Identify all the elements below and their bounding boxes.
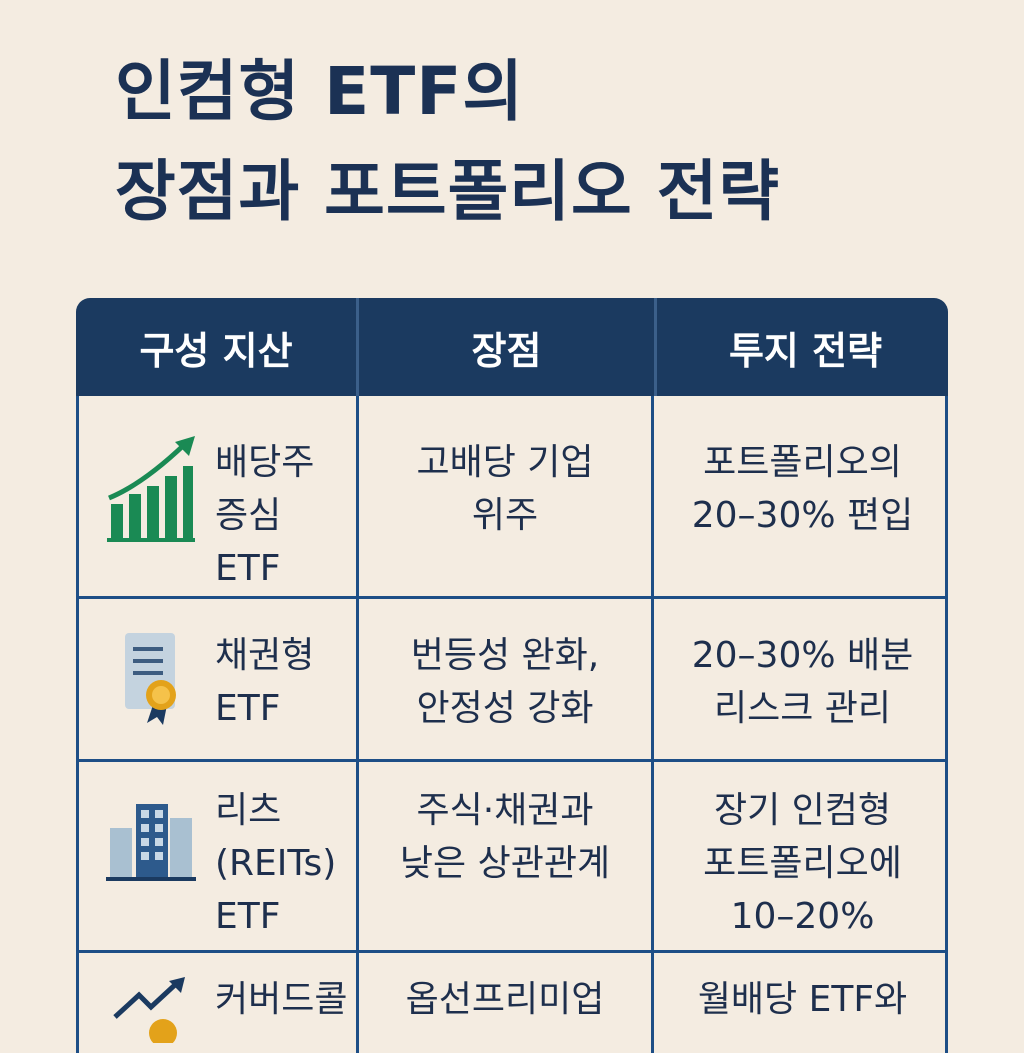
- etf-strategy-table: 구성 지산 장점 투지 전략 배당주 증심 ETF 고배당 기업 위주 포트: [76, 298, 948, 1053]
- strategy-cell: 월배당 ETF와: [697, 979, 908, 1020]
- advantage-cell: 번등성 완화, 안정성 강화: [359, 599, 654, 759]
- asset-cell: 채권형 ETF: [79, 599, 359, 759]
- asset-cell: 커버드콜: [79, 953, 359, 1053]
- advantage-cell: 옵선프리미업: [359, 953, 654, 1053]
- header-strategy: 투지 전략: [728, 328, 883, 373]
- asset-name: 채권형 ETF: [215, 635, 315, 729]
- bond-certificate-icon: [101, 629, 201, 725]
- table-row: 채권형 ETF 번등성 완화, 안정성 강화 20–30% 배분 리스크 관리: [76, 599, 948, 762]
- strategy-cell: 장기 인컴형 포트폴리오에 10–20%: [703, 790, 902, 937]
- strategy-cell: 20–30% 배분 리스크 관리: [691, 635, 914, 729]
- header-asset: 구성 지산: [76, 298, 359, 396]
- strategy-cell: 포트폴리오의 20–30% 편입: [691, 442, 914, 536]
- table-row: 배당주 증심 ETF 고배당 기업 위주 포트폴리오의 20–30% 편입: [76, 396, 948, 599]
- header-advantage: 장점: [359, 298, 657, 396]
- asset-name: 리츠 (REITs) ETF: [215, 790, 337, 937]
- asset-cell: 배당주 증심 ETF: [79, 396, 359, 596]
- title-line-2: 장점과 포트폴리오 전략: [115, 153, 781, 230]
- asset-name: 배당주 증심 ETF: [215, 442, 315, 589]
- advantage-cell: 고배당 기업 위주: [359, 396, 654, 596]
- advantage-cell: 주식·채권과 낮은 상관관계: [359, 762, 654, 950]
- growth-chart-icon: [101, 436, 201, 546]
- rising-arrow-coin-icon: [101, 973, 201, 1043]
- page-title: 인컴형 ETF의 장점과 포트폴리오 전략: [115, 42, 780, 242]
- table-row: 커버드콜 옵선프리미업 월배당 ETF와: [76, 953, 948, 1053]
- asset-name: 커버드콜: [215, 979, 348, 1020]
- asset-cell: 리츠 (REITs) ETF: [79, 762, 359, 950]
- title-line-1: 인컴형 ETF의: [115, 53, 525, 130]
- table-header: 구성 지산 장점 투지 전략: [76, 298, 948, 396]
- table-row: 리츠 (REITs) ETF 주식·채권과 낮은 상관관계 장기 인컴형 포트폴…: [76, 762, 948, 953]
- buildings-icon: [101, 784, 201, 882]
